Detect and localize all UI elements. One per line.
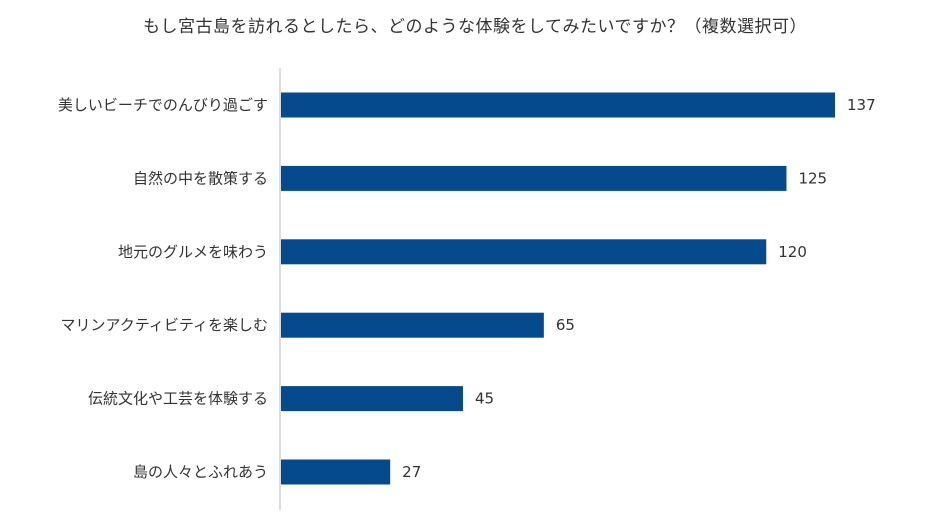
data-label: 137 <box>847 96 876 114</box>
bar <box>281 92 835 118</box>
bar <box>281 239 767 265</box>
category-label: 地元のグルメを味わう <box>118 243 268 261</box>
bar <box>281 165 787 191</box>
category-label: 自然の中を散策する <box>133 169 268 187</box>
category-label: 伝統文化や工芸を体験する <box>88 390 268 408</box>
chart-title: もし宮古島を訪れるとしたら、どのような体験をしてみたいですか？（複数選択可） <box>143 17 807 37</box>
category-label: マリンアクティビティを楽しむ <box>61 316 268 334</box>
bar <box>281 386 463 412</box>
bar <box>281 312 544 338</box>
data-label: 120 <box>778 243 807 261</box>
bar <box>281 459 391 485</box>
category-label: 美しいビーチでのんびり過ごす <box>58 96 268 114</box>
data-label: 27 <box>402 463 421 481</box>
data-label: 65 <box>556 316 575 334</box>
data-label: 45 <box>475 390 494 408</box>
category-label: 島の人々とふれあう <box>133 463 268 481</box>
data-label: 125 <box>798 169 827 187</box>
